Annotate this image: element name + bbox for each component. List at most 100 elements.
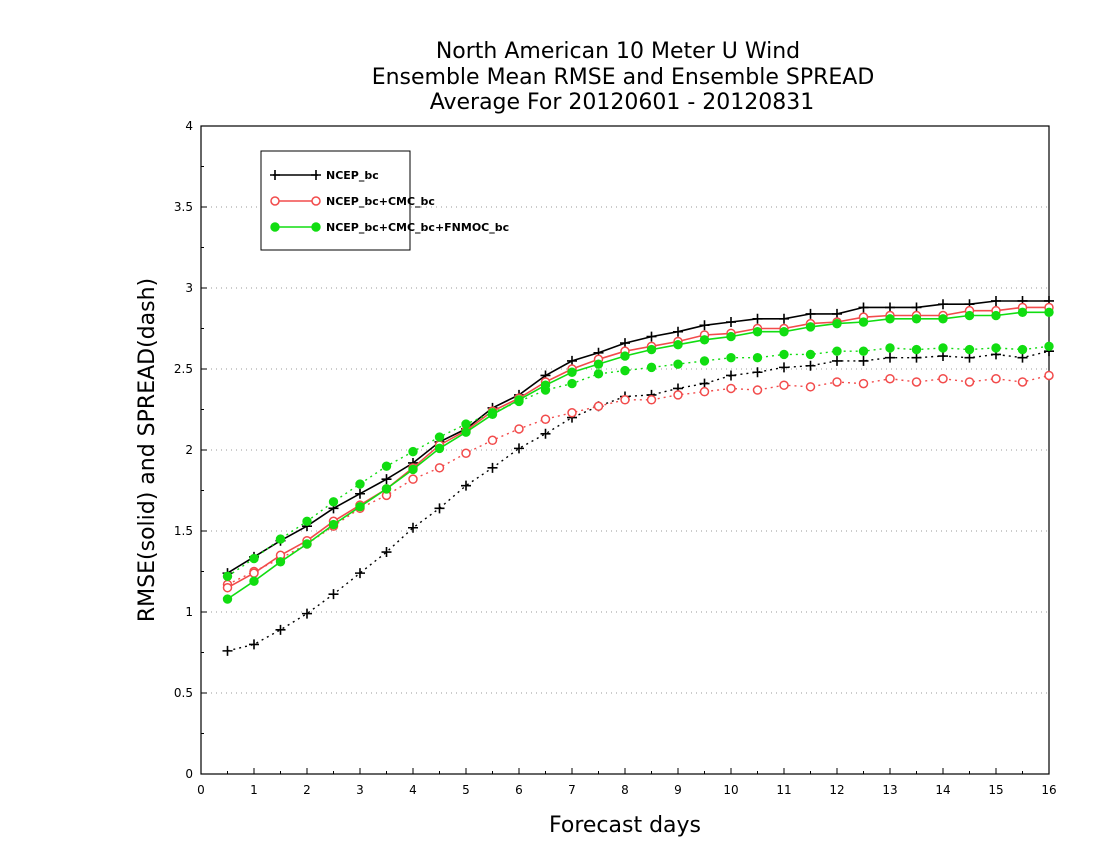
spread-marker <box>567 407 577 418</box>
legend-marker <box>270 196 280 206</box>
rmse-marker <box>885 302 895 313</box>
spread-marker <box>222 645 233 656</box>
spread-marker <box>991 343 1001 353</box>
legend-marker <box>270 170 280 180</box>
rmse-marker <box>1017 307 1028 317</box>
spread-marker <box>964 344 975 355</box>
rmse-marker <box>620 351 630 361</box>
rmse-marker <box>567 355 577 366</box>
x-tick-label: 6 <box>515 783 523 797</box>
spread-marker <box>1017 344 1028 355</box>
y-tick-label: 3.5 <box>174 200 193 214</box>
rmse-marker <box>938 314 948 324</box>
x-axis: 0 1 2 3 4 5 6 7 8 9 10 11 12 13 14 15 16 <box>197 768 1057 797</box>
rmse-marker <box>275 557 286 567</box>
series-2-spread <box>222 341 1054 582</box>
spread-marker <box>779 362 789 373</box>
rmse-marker <box>805 322 816 332</box>
spread-marker <box>487 462 498 473</box>
spread-marker <box>514 424 524 434</box>
series-2-rmse <box>222 307 1054 604</box>
spread-marker <box>461 480 471 491</box>
spread-marker <box>805 382 816 392</box>
series-0-spread <box>222 346 1054 656</box>
rmse-marker <box>646 344 657 355</box>
rmse-marker <box>514 395 524 405</box>
rmse-marker <box>540 380 551 390</box>
spread-marker <box>249 553 259 564</box>
legend-label: NCEP_bc+CMC_bc+FNMOC_bc <box>326 221 509 234</box>
x-tick-label: 0 <box>197 783 205 797</box>
spread-line <box>227 374 1050 586</box>
spread-marker <box>673 359 683 369</box>
legend-marker <box>311 196 321 206</box>
spread-marker <box>911 377 922 387</box>
spread-marker <box>699 386 710 397</box>
spread-marker <box>646 395 657 405</box>
spread-marker <box>328 589 339 600</box>
spread-marker <box>249 639 259 650</box>
spread-marker <box>726 352 736 363</box>
spread-marker <box>885 373 895 384</box>
rmse-marker <box>699 320 710 331</box>
spread-marker <box>885 343 895 353</box>
spread-marker <box>752 385 763 395</box>
rmse-marker <box>302 539 312 549</box>
rmse-marker <box>752 313 763 324</box>
spread-marker <box>858 378 869 389</box>
y-tick-label: 3 <box>185 281 193 295</box>
x-tick-label: 3 <box>356 783 364 797</box>
spread-marker <box>964 377 975 387</box>
spread-marker <box>620 365 630 376</box>
x-axis-label: Forecast days <box>549 813 701 838</box>
spread-marker <box>381 461 392 471</box>
rmse-marker <box>487 409 498 420</box>
rmse-marker <box>646 331 657 342</box>
rmse-marker <box>355 488 365 499</box>
spread-marker <box>805 349 816 360</box>
y-tick-label: 2.5 <box>174 362 193 376</box>
rmse-marker <box>726 331 736 342</box>
spread-marker <box>673 390 683 400</box>
spread-marker <box>779 380 789 390</box>
rmse-marker <box>699 335 710 345</box>
spread-marker <box>434 432 445 442</box>
spread-marker <box>752 367 763 378</box>
rmse-marker <box>991 310 1001 321</box>
spread-marker <box>1017 377 1028 387</box>
x-tick-label: 5 <box>462 783 470 797</box>
spread-marker <box>832 377 842 387</box>
series-1-spread <box>222 370 1054 590</box>
spread-marker <box>302 516 312 526</box>
spread-marker <box>1017 352 1028 363</box>
rmse-line <box>227 306 1049 589</box>
legend-items: NCEP_bc NCEP_bc+CMC_bc NCEP_bc+CMC_bc+FNMO… <box>270 169 509 234</box>
spread-marker <box>911 344 922 355</box>
rmse-marker <box>593 359 604 369</box>
rmse-marker <box>673 326 683 337</box>
rmse-marker <box>1044 307 1054 317</box>
legend-label: NCEP_bc+CMC_bc <box>326 195 435 208</box>
spread-marker <box>461 448 471 458</box>
spread-marker <box>434 463 445 473</box>
spread-marker <box>408 522 418 533</box>
rmse-marker <box>752 327 763 337</box>
spread-marker <box>646 362 657 373</box>
rmse-marker <box>805 308 816 319</box>
legend: NCEP_bc NCEP_bc+CMC_bc NCEP_bc+CMC_bc+FNMO… <box>260 150 509 251</box>
y-tick-label: 0.5 <box>174 686 193 700</box>
y-tick-label: 0 <box>185 767 193 781</box>
title-line-3: Average For 20120601 - 20120831 <box>430 90 815 115</box>
rmse-marker <box>381 474 392 485</box>
spread-marker <box>858 355 869 366</box>
spread-marker <box>911 352 922 363</box>
spread-marker <box>593 401 604 412</box>
spread-marker <box>328 497 339 507</box>
rmse-marker <box>461 427 471 437</box>
x-tick-label: 14 <box>935 783 950 797</box>
rmse-marker <box>222 582 233 593</box>
spread-marker <box>355 479 365 489</box>
x-tick-label: 16 <box>1041 783 1056 797</box>
rmse-marker <box>911 314 922 324</box>
